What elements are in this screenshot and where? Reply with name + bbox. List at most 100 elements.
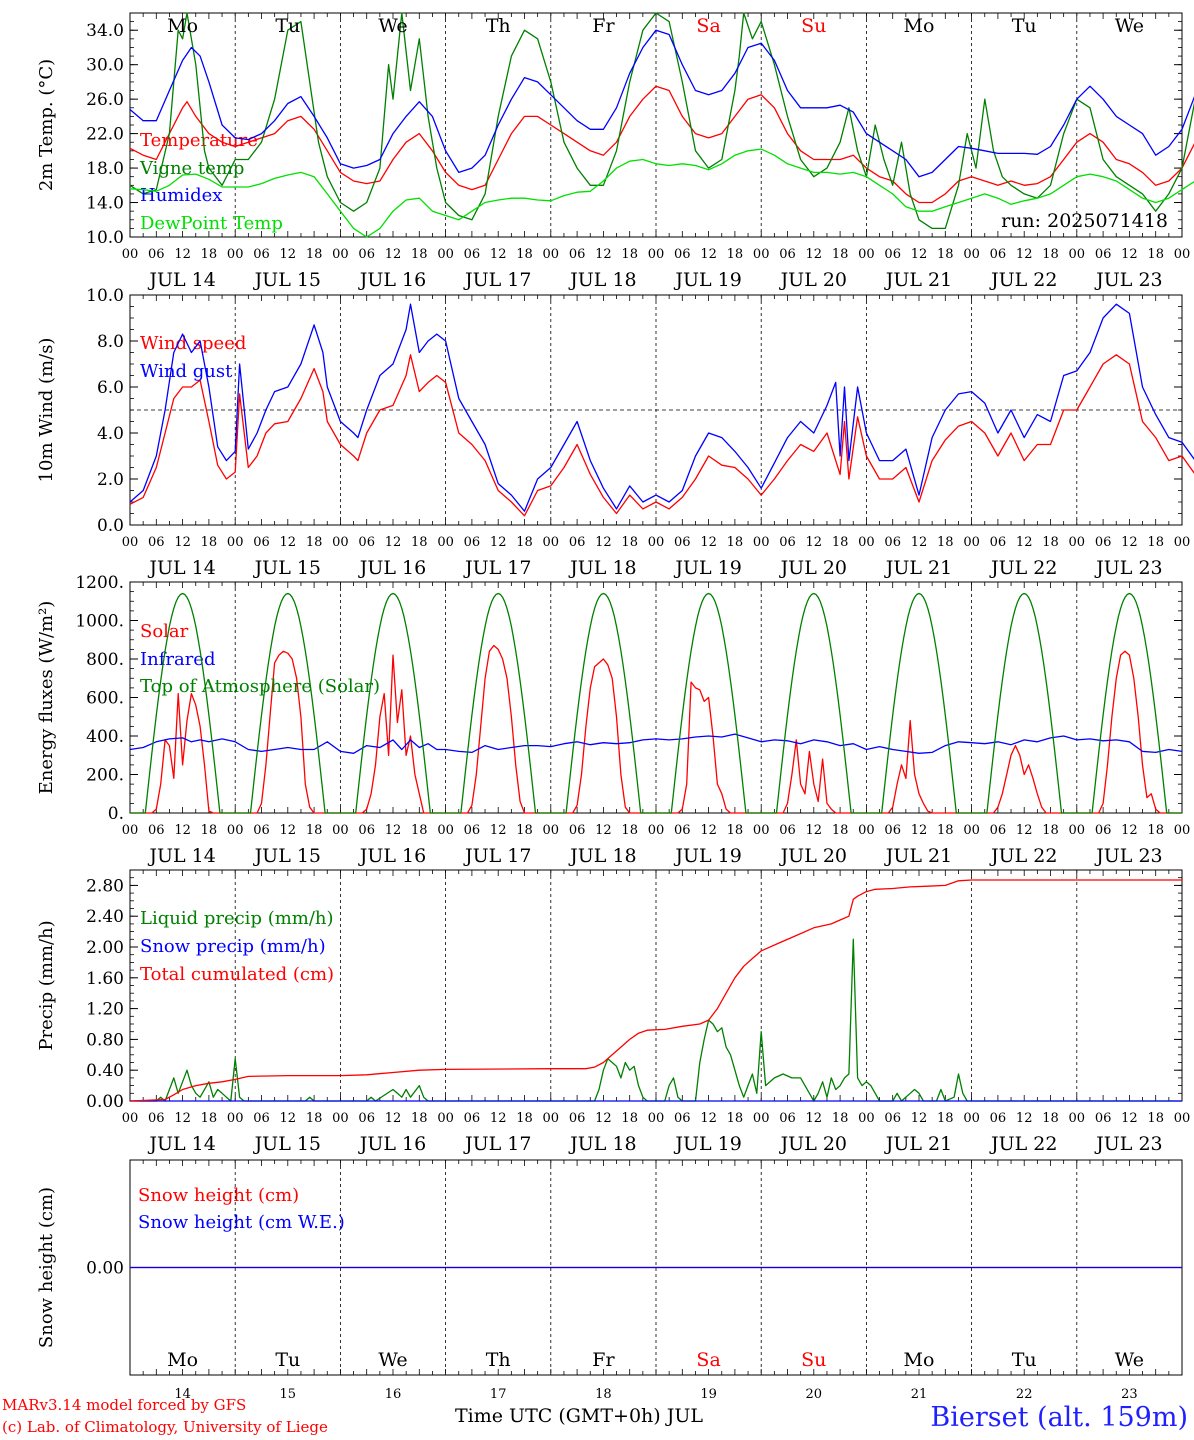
hour-tick-label: 00 <box>437 1111 454 1126</box>
hour-tick-label: 00 <box>753 247 770 262</box>
y-tick-label: 34.0 <box>86 21 124 41</box>
date-label: JUL 15 <box>253 269 321 291</box>
hour-tick-label: 18 <box>411 535 428 550</box>
date-label: JUL 21 <box>884 557 952 579</box>
day-number: 21 <box>911 1387 928 1402</box>
hour-tick-label: 06 <box>358 1111 375 1126</box>
hour-tick-label: 18 <box>727 247 744 262</box>
date-label: JUL 18 <box>568 269 636 291</box>
hour-tick-label: 12 <box>1121 247 1138 262</box>
day-letter: We <box>1115 1349 1144 1371</box>
y-tick-label: 1000. <box>75 612 124 632</box>
y-tick-label: 6.0 <box>97 378 124 398</box>
hour-tick-label: 06 <box>569 1111 586 1126</box>
hour-tick-label: 12 <box>280 1111 297 1126</box>
hour-tick-label: 18 <box>1147 535 1164 550</box>
hour-tick-label: 12 <box>490 247 507 262</box>
date-label: JUL 17 <box>463 1133 531 1155</box>
hour-tick-label: 18 <box>516 823 533 838</box>
day-letter: Mo <box>167 15 198 37</box>
hour-tick-label: 12 <box>490 535 507 550</box>
y-tick-label: 2.40 <box>86 907 124 927</box>
date-label: JUL 23 <box>1094 557 1162 579</box>
hour-tick-label: 00 <box>963 535 980 550</box>
hour-tick-label: 18 <box>621 247 638 262</box>
series-line-solar <box>130 644 1182 814</box>
hour-tick-label: 18 <box>727 823 744 838</box>
hour-tick-label: 12 <box>595 823 612 838</box>
hour-tick-label: 06 <box>569 535 586 550</box>
hour-tick-label: 12 <box>806 535 823 550</box>
hour-tick-label: 06 <box>1095 247 1112 262</box>
series-line-total-cumulated-cm- <box>129 879 1182 1102</box>
legend-entry: Total cumulated (cm) <box>140 964 334 985</box>
hour-tick-label: 18 <box>1042 1111 1059 1126</box>
hour-tick-label: 18 <box>306 1111 323 1126</box>
hour-tick-label: 12 <box>385 247 402 262</box>
hour-tick-label: 00 <box>543 823 560 838</box>
date-label: JUL 18 <box>568 1133 636 1155</box>
hour-tick-label: 00 <box>858 1111 875 1126</box>
hour-tick-label: 18 <box>306 535 323 550</box>
hour-tick-label: 00 <box>648 823 665 838</box>
hour-tick-label: 06 <box>779 247 796 262</box>
hour-tick-label: 00 <box>1174 535 1191 550</box>
hour-tick-label: 12 <box>490 1111 507 1126</box>
hour-tick-label: 06 <box>253 1111 270 1126</box>
y-tick-label: 14.0 <box>86 194 124 214</box>
hour-tick-label: 12 <box>280 823 297 838</box>
date-label: JUL 16 <box>358 845 426 867</box>
hour-tick-label: 00 <box>122 535 139 550</box>
hour-tick-label: 00 <box>1069 1111 1086 1126</box>
hour-tick-label: 00 <box>122 823 139 838</box>
hour-tick-label: 06 <box>358 247 375 262</box>
hour-tick-label: 06 <box>990 823 1007 838</box>
y-tick-label: 1.20 <box>86 1000 124 1020</box>
hour-tick-label: 12 <box>595 1111 612 1126</box>
hour-tick-label: 18 <box>1042 823 1059 838</box>
day-letter: Tu <box>1012 15 1037 37</box>
hour-tick-label: 00 <box>1069 247 1086 262</box>
y-axis-label: 10m Wind (m/s) <box>36 338 57 483</box>
legend-entry: Snow height (cm) <box>138 1185 299 1206</box>
date-label: JUL 18 <box>568 557 636 579</box>
hour-tick-label: 06 <box>674 823 691 838</box>
hour-tick-label: 06 <box>148 535 165 550</box>
hour-tick-label: 00 <box>648 535 665 550</box>
y-tick-label: 0.80 <box>86 1030 124 1050</box>
series-line-infrared <box>129 733 1183 754</box>
hour-tick-label: 12 <box>911 247 928 262</box>
hour-tick-label: 12 <box>806 1111 823 1126</box>
hour-tick-label: 06 <box>990 1111 1007 1126</box>
day-number: 14 <box>174 1387 191 1402</box>
hour-tick-label: 00 <box>858 535 875 550</box>
legend-entry: Snow height (cm W.E.) <box>138 1212 345 1233</box>
hour-tick-label: 18 <box>1147 823 1164 838</box>
time-axis-label: Time UTC (GMT+0h) JUL <box>455 1405 703 1427</box>
hour-tick-label: 18 <box>621 823 638 838</box>
y-tick-label: 10.0 <box>86 286 124 306</box>
hour-tick-label: 12 <box>1121 535 1138 550</box>
day-number: 15 <box>280 1387 297 1402</box>
hour-tick-label: 18 <box>1042 535 1059 550</box>
hour-tick-label: 06 <box>884 823 901 838</box>
date-label: JUL 22 <box>989 1133 1057 1155</box>
day-letter: Mo <box>904 15 935 37</box>
legend-entry: Vigne temp <box>139 158 244 179</box>
date-label: JUL 20 <box>779 1133 847 1155</box>
date-label: JUL 19 <box>673 269 741 291</box>
y-tick-label: 22.0 <box>86 125 124 145</box>
hour-tick-label: 00 <box>332 1111 349 1126</box>
day-letter: Fr <box>592 15 615 37</box>
hour-tick-label: 00 <box>543 247 560 262</box>
series-line-vigne-temp <box>129 12 1194 230</box>
hour-tick-label: 06 <box>884 1111 901 1126</box>
hour-tick-label: 18 <box>937 535 954 550</box>
hour-tick-label: 00 <box>963 823 980 838</box>
date-label: JUL 16 <box>358 1133 426 1155</box>
date-label: JUL 15 <box>253 845 321 867</box>
day-letter: We <box>378 1349 407 1371</box>
hour-tick-label: 06 <box>1095 823 1112 838</box>
date-label: JUL 14 <box>147 557 215 579</box>
day-number: 17 <box>490 1387 507 1402</box>
